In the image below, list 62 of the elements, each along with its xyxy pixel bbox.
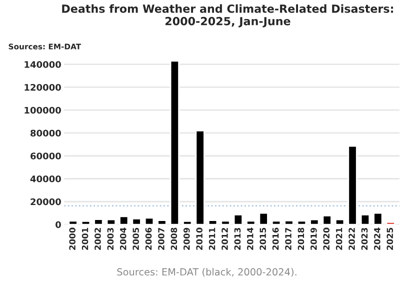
bar: [144, 217, 154, 225]
bar: [170, 60, 180, 225]
x-tick-label: 2019: [310, 228, 317, 250]
y-tick-label: 80000: [30, 130, 61, 137]
y-tick-label: 120000: [24, 84, 61, 91]
x-tick-label: 2009: [183, 228, 190, 250]
x-tick-label: 2021: [336, 228, 342, 250]
bar: [106, 218, 116, 225]
x-tick-label: 2002: [94, 228, 101, 250]
bar: [348, 145, 358, 225]
bar: [386, 222, 396, 225]
bar: [208, 220, 218, 225]
x-tick-label: 2008: [170, 228, 178, 250]
bar: [284, 220, 294, 225]
x-tick-label: 2014: [247, 228, 254, 250]
x-tick-label: 2004: [120, 228, 126, 250]
bar: [157, 220, 167, 225]
bar: [94, 218, 104, 225]
bar: [195, 130, 205, 225]
x-tick-label: 2016: [272, 228, 279, 250]
x-tick-label: 2006: [145, 228, 152, 250]
bar: [373, 212, 383, 225]
y-tick-label: 140000: [24, 61, 61, 68]
bar: [246, 220, 256, 225]
bar: [310, 218, 320, 225]
x-tick-label: 2011: [208, 228, 216, 250]
bar: [296, 220, 307, 225]
y-tick-label: 40000: [30, 175, 61, 182]
x-tick-label: 2010: [196, 228, 202, 250]
x-tick-label: 2003: [107, 228, 114, 250]
x-tick-label: 2000: [69, 228, 76, 250]
y-tick-label: 100000: [24, 106, 61, 114]
x-tick-label: 2022: [348, 228, 355, 250]
bar: [334, 218, 345, 225]
x-tick-label: 2025: [386, 228, 394, 250]
bar: [80, 220, 91, 225]
x-tick-label: 2023: [361, 228, 368, 250]
x-tick-label: 2007: [158, 228, 164, 250]
x-tick-label: 2001: [82, 228, 88, 250]
x-tick-label: 2013: [234, 228, 241, 250]
y-tick-label: 60000: [30, 152, 61, 160]
bar: [360, 214, 370, 225]
bar: [119, 216, 129, 225]
bar: [182, 220, 192, 225]
x-tick-label: 2024: [374, 228, 380, 250]
x-tick-label: 2015: [260, 228, 266, 250]
y-tick-label: 0: [56, 221, 61, 228]
bar: [68, 220, 78, 225]
x-tick-label: 2018: [298, 228, 304, 250]
bar: [258, 212, 268, 225]
bar: [132, 218, 142, 225]
bar: [220, 220, 230, 225]
x-tick-label: 2012: [222, 228, 228, 250]
bar: [271, 220, 282, 225]
chart-title: Deaths from Weather and Climate-Related Disasters: 2000-2025, Jan-June: [62, 4, 394, 28]
x-tick-label: 2005: [132, 228, 139, 250]
y-tick-label: 20000: [30, 198, 61, 206]
x-tick-label: 2020: [323, 228, 330, 250]
bar: [233, 214, 244, 225]
bar: [322, 215, 332, 225]
x-tick-label: 2017: [285, 228, 292, 250]
source-note: Sources: EM-DAT (black, 2000-2024).: [117, 268, 296, 277]
